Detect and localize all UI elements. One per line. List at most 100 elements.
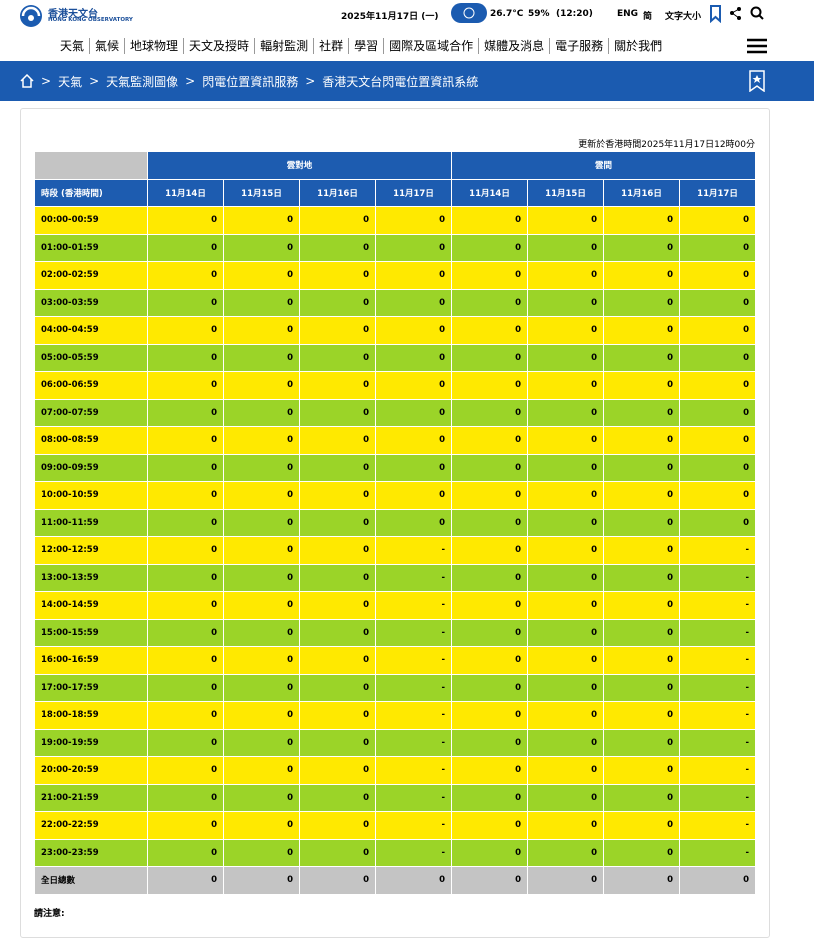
group-header: 雲對地	[147, 151, 452, 180]
count-cell: 0	[679, 508, 756, 537]
nav-item[interactable]: 電子服務	[550, 37, 610, 54]
count-cell: -	[679, 563, 756, 592]
table-row: 13:00-13:59 0 0 0-0 0 0-	[34, 563, 756, 592]
count-cell: 0	[223, 756, 300, 785]
breadcrumb-item[interactable]: 天氣監測圖像	[106, 74, 179, 89]
count-cell: 0	[147, 398, 224, 427]
lightning-table: 雲對地 雲間 時段 (香港時間) 11月14日 11月15日 11月16日 11月17日 11…	[34, 151, 756, 895]
count-cell: 0	[603, 288, 680, 317]
date-header: 11月16日	[299, 178, 376, 207]
count-cell: 0	[223, 508, 300, 537]
count-cell: -	[375, 563, 452, 592]
nav-item[interactable]: 地球物理	[125, 37, 185, 54]
count-cell: 0	[527, 756, 604, 785]
count-cell: 0	[679, 206, 756, 235]
table-head: 雲對地 雲間 時段 (香港時間) 11月14日 11月15日 11月16日 11月17日 11…	[34, 151, 756, 207]
period-header: 時段 (香港時間)	[34, 178, 148, 207]
count-cell: 0	[299, 426, 376, 455]
count-cell: -	[679, 838, 756, 867]
nav-item[interactable]: 天文及授時	[184, 37, 256, 54]
count-cell: 0	[679, 316, 756, 345]
tool-icons[interactable]	[708, 5, 768, 23]
logo-en: HONG KONG OBSERVATORY	[48, 17, 133, 23]
nav-item[interactable]: 社群	[314, 37, 350, 54]
count-cell: 0	[603, 728, 680, 757]
count-cell: -	[679, 783, 756, 812]
home-icon[interactable]	[20, 74, 34, 88]
count-cell: 0	[223, 453, 300, 482]
count-cell: 0	[527, 481, 604, 510]
count-cell: 0	[147, 536, 224, 565]
breadcrumb-item[interactable]: 天氣	[58, 74, 83, 89]
nav-item[interactable]: 學習	[349, 37, 385, 54]
count-cell: 0	[527, 233, 604, 262]
count-cell: 0	[299, 343, 376, 372]
period-label: 00:00-00:59	[34, 206, 148, 235]
count-cell: 0	[223, 728, 300, 757]
lang-en[interactable]: ENG	[617, 9, 639, 19]
table-row: 14:00-14:59 0 0 0-0 0 0-	[34, 591, 756, 620]
count-cell: 0	[223, 701, 300, 730]
count-cell: 0	[527, 673, 604, 702]
count-cell: -	[679, 591, 756, 620]
count-cell: 0	[299, 371, 376, 400]
count-cell: 0	[603, 398, 680, 427]
count-cell: 0	[223, 316, 300, 345]
count-cell: -	[679, 618, 756, 647]
count-cell: 0	[223, 646, 300, 675]
table-row: 18:00-18:59 0 0 0-0 0 0-	[34, 701, 756, 730]
count-cell: 0	[223, 866, 300, 895]
nav-item[interactable]: 氣候	[90, 37, 126, 54]
count-cell: 0	[679, 866, 756, 895]
date: 2025年11月17日 (一)	[341, 12, 439, 22]
separator: >	[185, 74, 196, 88]
period-label: 13:00-13:59	[34, 563, 148, 592]
breadcrumb-item[interactable]: 閃電位置資訊服務	[202, 74, 299, 89]
count-cell: -	[375, 811, 452, 840]
lang-sc[interactable]: 简	[643, 12, 653, 22]
period-label: 12:00-12:59	[34, 536, 148, 565]
count-cell: -	[375, 838, 452, 867]
count-cell: 0	[527, 536, 604, 565]
count-cell: 0	[299, 288, 376, 317]
table-row: 12:00-12:59 0 0 0-0 0 0-	[34, 536, 756, 565]
nav-item[interactable]: 關於我們	[614, 38, 663, 53]
count-cell: 0	[299, 866, 376, 895]
count-cell: 0	[147, 838, 224, 867]
count-cell: 0	[527, 618, 604, 647]
period-label: 03:00-03:59	[34, 288, 148, 317]
count-cell: 0	[223, 206, 300, 235]
nav-item[interactable]: 媒體及消息	[479, 37, 551, 54]
count-cell: 0	[375, 261, 452, 290]
count-cell: 0	[451, 866, 528, 895]
date-row: 時段 (香港時間) 11月14日 11月15日 11月16日 11月17日 11月14日 1…	[34, 178, 756, 207]
count-cell: 0	[375, 233, 452, 262]
nav-item[interactable]: 天氣	[55, 37, 91, 54]
count-cell: 0	[147, 426, 224, 455]
count-cell: 0	[147, 206, 224, 235]
count-cell: -	[375, 701, 452, 730]
separator: >	[41, 74, 52, 88]
count-cell: 0	[527, 343, 604, 372]
date-header: 11月17日	[679, 178, 756, 207]
count-cell: 0	[527, 453, 604, 482]
font-size[interactable]: 文字大小	[665, 12, 702, 22]
bookmark-icon[interactable]	[749, 70, 765, 92]
period-label: 全日總數	[34, 866, 148, 895]
table-row: 15:00-15:59 0 0 0-0 0 0-	[34, 618, 756, 647]
table-row: 06:00-06:59 0 0 0 0 0 0 0 0	[34, 371, 756, 400]
count-cell: -	[375, 783, 452, 812]
count-cell: 0	[603, 646, 680, 675]
count-cell: 0	[679, 481, 756, 510]
nav-item[interactable]: 國際及區域合作	[384, 37, 480, 54]
count-cell: 0	[299, 206, 376, 235]
nav-item[interactable]: 輻射監測	[255, 37, 315, 54]
period-label: 08:00-08:59	[34, 426, 148, 455]
note: 請注意:	[34, 909, 65, 919]
count-cell: 0	[147, 481, 224, 510]
count-cell: -	[375, 728, 452, 757]
menu-icon[interactable]	[747, 38, 767, 54]
period-label: 11:00-11:59	[34, 508, 148, 537]
breadcrumb-item[interactable]: 香港天文台閃電位置資訊系統	[322, 74, 479, 89]
count-cell: 0	[299, 563, 376, 592]
